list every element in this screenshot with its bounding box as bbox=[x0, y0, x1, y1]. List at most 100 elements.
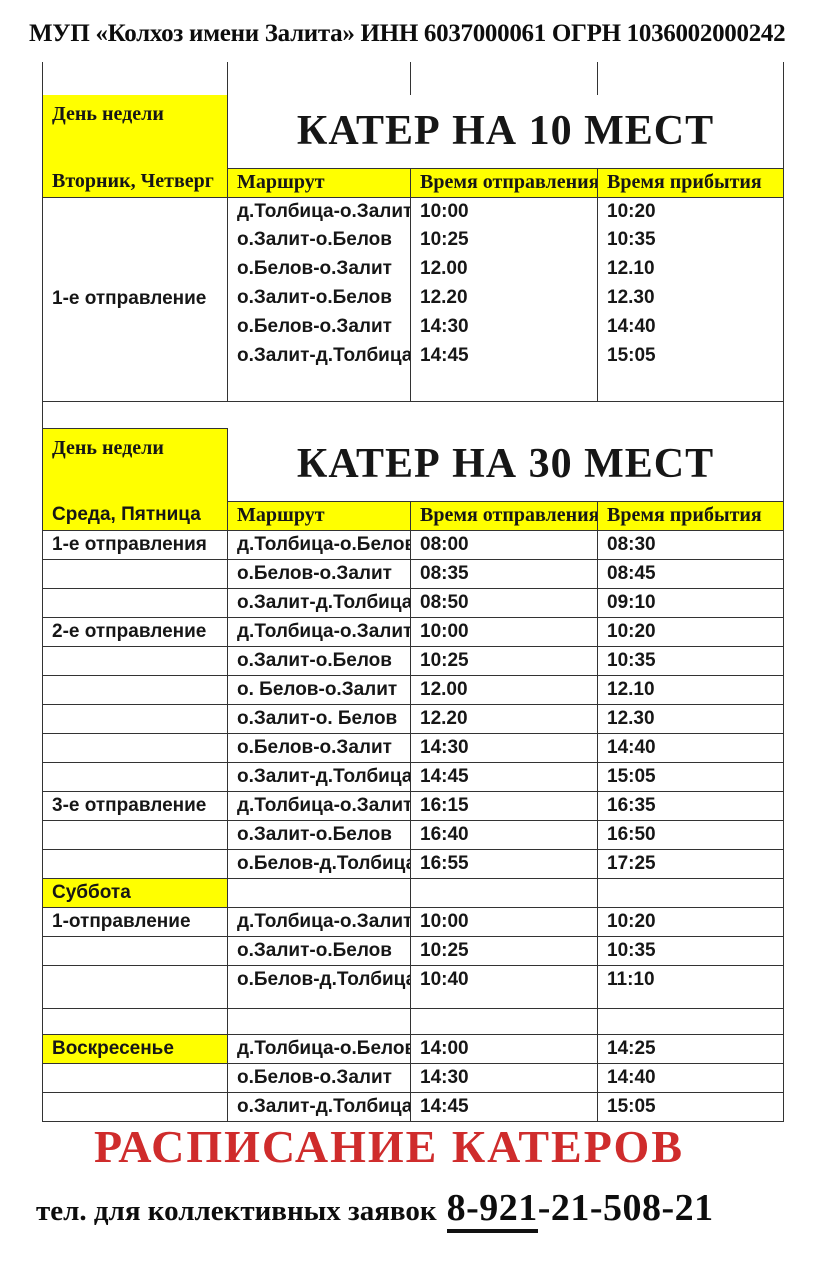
table-row: Воскресенье д.Толбица-о.Белов 14:00 14:2… bbox=[42, 1033, 784, 1064]
cell-departure: 10:00 bbox=[410, 196, 598, 226]
table-row: о.Белов-о.Залит 12.00 12.10 bbox=[43, 255, 784, 284]
cell-departure: 14:45 bbox=[410, 761, 598, 792]
cell-arrival: 10:35 bbox=[597, 226, 784, 255]
cell-route: д.Толбица-о.Залит bbox=[227, 790, 411, 821]
table-row: 2-е отправление д.Толбица-о.Залит 10:00 … bbox=[42, 616, 784, 647]
cell-arrival: 08:45 bbox=[597, 558, 784, 589]
cell-arrival: 10:20 bbox=[597, 196, 784, 226]
cell-arrival: 15:05 bbox=[597, 1091, 784, 1122]
cell-departure: 16:15 bbox=[410, 790, 598, 821]
table-row: о.Залит-о.Белов 10:25 10:35 bbox=[43, 226, 784, 255]
empty-cell bbox=[42, 674, 228, 705]
cell-arrival: 12.30 bbox=[597, 284, 784, 313]
table-row: о.Белов-о.Залит 14:30 14:40 bbox=[42, 1062, 784, 1093]
cell-arrival: 16:50 bbox=[597, 819, 784, 850]
cell-departure: 12.20 bbox=[410, 703, 598, 734]
cell-route: д.Толбица-о.Белов bbox=[227, 529, 411, 560]
route-header: Маршрут bbox=[227, 167, 411, 198]
empty-cell bbox=[410, 877, 598, 908]
cell-route: о.Белов-о.Залит bbox=[227, 558, 411, 589]
empty-cell bbox=[410, 371, 598, 402]
departure-header: Время отправления bbox=[410, 500, 598, 531]
table-row: о.Залит-о. Белов 12.20 12.30 bbox=[42, 703, 784, 734]
cell-departure: 08:00 bbox=[410, 529, 598, 560]
empty-cell bbox=[42, 819, 228, 850]
cell-arrival: 12.30 bbox=[597, 703, 784, 734]
empty-cell bbox=[227, 62, 411, 95]
table-row: о.Залит-д.Толбица 14:45 15:05 bbox=[43, 342, 784, 371]
cell-arrival: 15:05 bbox=[597, 342, 784, 371]
empty-cell bbox=[42, 761, 228, 792]
empty-cell bbox=[42, 587, 228, 618]
cell-route: о.Залит-д.Толбица bbox=[227, 761, 411, 792]
empty-cell bbox=[42, 964, 228, 1009]
empty-cell bbox=[228, 401, 411, 428]
cell-route: о.Залит-о.Белов bbox=[227, 935, 411, 966]
empty-cell bbox=[42, 732, 228, 763]
cell-route: о.Белов-о.Залит bbox=[227, 732, 411, 763]
cell-departure: 10:25 bbox=[410, 935, 598, 966]
arrival-header: Время прибытия bbox=[597, 500, 784, 531]
section-title-10-seats: КАТЕР НА 10 МЕСТ bbox=[227, 95, 784, 169]
table-row bbox=[42, 1007, 784, 1035]
cell-route: д.Толбица-о.Залит bbox=[227, 906, 411, 937]
cell-group-label: 1-отправление bbox=[42, 906, 228, 937]
cell-arrival: 14:40 bbox=[597, 732, 784, 763]
schedule-title: РАСПИСАНИЕ КАТЕРОВ bbox=[94, 1121, 684, 1172]
table-row: о.Залит-о.Белов 10:25 10:35 bbox=[42, 645, 784, 676]
table-row: День недели КАТЕР НА 30 МЕСТ bbox=[42, 427, 784, 502]
cell-arrival: 12.10 bbox=[597, 674, 784, 705]
table-row: о.Залит-о.Белов 10:25 10:35 bbox=[42, 935, 784, 966]
day-of-week-label: День недели bbox=[42, 427, 228, 501]
cell-arrival: 08:30 bbox=[597, 529, 784, 560]
cell-route: д.Толбица-о.Белов bbox=[227, 1033, 411, 1064]
cell-route: о. Белов-о.Залит bbox=[227, 674, 411, 705]
cell-arrival: 14:40 bbox=[597, 313, 784, 342]
table-row: о.Залит-о.Белов 12.20 12.30 bbox=[43, 284, 784, 313]
cell-arrival: 10:35 bbox=[597, 935, 784, 966]
cell-group-label: 1-е отправление bbox=[42, 196, 228, 402]
empty-cell bbox=[597, 1007, 784, 1035]
cell-departure: 10:40 bbox=[410, 964, 598, 1009]
empty-cell bbox=[411, 401, 598, 428]
boat-schedule-table: День недели КАТЕР НА 10 МЕСТ Вторник, Че… bbox=[42, 62, 784, 1122]
cell-arrival: 12.10 bbox=[597, 255, 784, 284]
table-row: о. Белов-о.Залит 12.00 12.10 bbox=[42, 674, 784, 705]
cell-group-label: 1-е отправления bbox=[42, 529, 228, 560]
cell-departure: 12.00 bbox=[410, 674, 598, 705]
table-header-row: Вторник, Четверг Маршрут Время отправлен… bbox=[42, 167, 784, 198]
cell-route: о.Залит-о.Белов bbox=[227, 226, 411, 255]
phone-line: тел. для коллективных заявок 8-921-21-508… bbox=[36, 1186, 826, 1233]
day-of-week-label: День недели bbox=[42, 95, 228, 168]
cell-arrival: 14:25 bbox=[597, 1033, 784, 1064]
phone-number-underlined-part: 8-921 bbox=[446, 1187, 538, 1233]
empty-cell bbox=[227, 877, 411, 908]
cell-arrival: 10:20 bbox=[597, 906, 784, 937]
table-row: Суббота bbox=[42, 877, 784, 908]
table-row: о.Залит-д.Толбица 08:50 09:10 bbox=[42, 587, 784, 618]
cell-arrival: 14:40 bbox=[597, 1062, 784, 1093]
table-row: о.Залит-о.Белов 16:40 16:50 bbox=[42, 819, 784, 850]
cell-departure: 14:30 bbox=[410, 1062, 598, 1093]
departure-header: Время отправления bbox=[410, 167, 598, 198]
cell-departure: 10:00 bbox=[410, 906, 598, 937]
table-row bbox=[43, 371, 784, 402]
cell-route: д.Толбица-о.Залит bbox=[227, 196, 411, 226]
cell-route: о.Залит-о.Белов bbox=[227, 819, 411, 850]
empty-cell bbox=[410, 62, 598, 95]
table-row: о.Белов-о.Залит 14:30 14:40 bbox=[43, 313, 784, 342]
cell-group-label-sunday: Воскресенье bbox=[42, 1033, 228, 1064]
empty-cell bbox=[227, 371, 411, 402]
section-gap-row bbox=[43, 401, 784, 428]
cell-arrival: 10:20 bbox=[597, 616, 784, 647]
cell-route: д.Толбица-о.Залит bbox=[227, 616, 411, 647]
phone-number: 8-921-21-508-21 bbox=[446, 1187, 714, 1233]
empty-cell bbox=[42, 62, 228, 95]
empty-cell bbox=[597, 371, 784, 402]
empty-cell bbox=[43, 401, 228, 428]
empty-cell bbox=[597, 877, 784, 908]
cell-route: о.Залит-д.Толбица bbox=[227, 1091, 411, 1122]
cell-departure: 14:45 bbox=[410, 1091, 598, 1122]
cell-group-label: 3-е отправление bbox=[42, 790, 228, 821]
empty-cell bbox=[42, 645, 228, 676]
